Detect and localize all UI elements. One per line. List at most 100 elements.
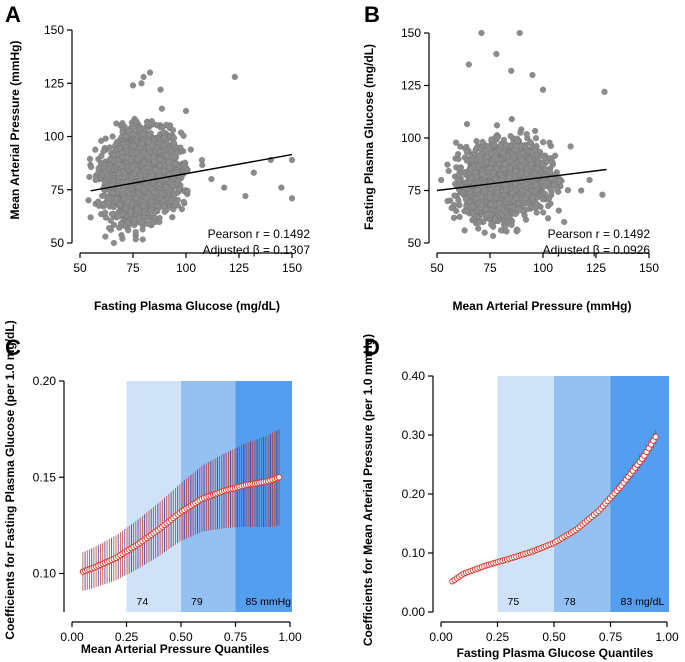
scatter-point [540,209,547,216]
scatter-point [508,116,515,123]
scatter-point [143,164,151,171]
scatter-point [171,140,178,147]
scatter-point [231,73,238,80]
scatter-point [532,204,539,211]
scatter-point [139,226,146,233]
scatter-point [106,144,113,151]
scatter-point [178,206,185,213]
scatter-point [163,184,170,191]
scatter-point [108,211,115,218]
scatter-point [154,202,161,210]
scatter-point [161,203,168,210]
scatter-point [159,124,166,131]
scatter-point [85,197,92,204]
scatter-point [448,204,455,212]
scatter-point [132,149,140,156]
scatter-point [456,172,463,179]
scatter-point [456,213,463,220]
scatter-point [221,184,228,191]
x-tick-label: 125 [229,261,249,275]
scatter-points-a [85,69,296,247]
scatter-point [88,163,95,171]
scatter-point [132,228,139,236]
scatter-point [98,137,105,144]
scatter-point [130,142,137,149]
scatter-point [288,156,296,163]
scatter-point [122,205,129,212]
scatter-point [545,215,552,222]
scatter-point [124,198,131,205]
scatter-point [555,207,562,214]
scatter-point [156,162,164,169]
scatter-point [113,195,120,202]
scatter-point [113,120,120,127]
scatter-point [106,225,113,232]
scatter-point [152,166,159,174]
scatter-point [133,195,140,202]
scatter-point [564,187,571,194]
y-tick-label: 75 [51,183,65,197]
scatter-point [116,145,123,152]
scatter-point [127,208,134,215]
scatter-point [139,236,146,243]
scatter-point [156,180,163,187]
scatter-point [86,173,93,180]
x-tick-label: 100 [176,261,196,275]
scatter-point [169,181,176,189]
scatter-point [98,152,105,160]
scatter-point [119,120,126,127]
scatter-point [119,154,126,161]
scatter-point [102,209,109,216]
scatter-point [475,225,482,232]
scatter-point [151,189,158,196]
scatter-point [121,169,128,177]
scatter-point [160,197,167,204]
scatter-point [92,146,99,153]
scatter-point [116,201,123,208]
scatter-point [137,172,144,179]
scatter-point [140,202,147,209]
scatter-point [115,170,122,177]
scatter-point [87,214,94,221]
scatter-point [115,213,122,220]
scatter-point [158,190,165,197]
scatter-point [497,227,505,234]
scatter-point [134,206,141,213]
x-axis-label-a: Fasting Plasma Glucose (mg/dL) [94,299,280,313]
scatter-point [157,86,164,93]
x-tick-label: 50 [73,261,87,275]
scatter-point [464,149,471,156]
scatter-point [444,161,451,168]
scatter-point [171,154,178,161]
scatter-point [175,186,183,193]
scatter-point [119,187,126,194]
y-tick-label: 150 [44,23,64,37]
scatter-point [242,193,249,200]
scatter-point [479,138,486,145]
scatter-point [278,184,285,191]
scatter-point [104,172,112,179]
scatter-point [149,142,156,149]
scatter-point [109,189,116,197]
scatter-point [127,156,134,163]
scatter-point [451,192,458,199]
scatter-point [481,229,488,236]
scatter-point [288,195,296,202]
scatter-point [455,155,462,163]
scatter-point [550,181,558,188]
scatter-point [208,176,215,183]
scatter-point [523,131,530,138]
scatter-point [175,178,182,185]
y-axis-label-a: Mean Arterial Pressure (mmHg) [8,41,22,220]
scatter-point [138,80,145,87]
scatter-point [547,200,554,207]
scatter-point [107,217,114,224]
scatter-point [129,82,137,89]
scatter-point [135,183,142,190]
scatter-point [532,135,540,142]
scatter-point [543,180,550,187]
scatter-point [130,123,137,130]
